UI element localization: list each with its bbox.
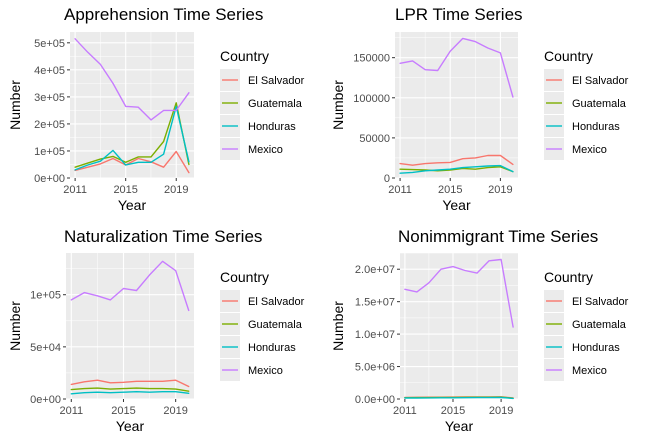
y-tick-label: 150000 xyxy=(353,53,390,65)
chart-title: LPR Time Series xyxy=(395,5,523,24)
legend-label: Honduras xyxy=(248,121,296,133)
x-tick-label: 2019 xyxy=(164,184,188,196)
x-tick-label: 2019 xyxy=(488,184,512,196)
legend-title: Country xyxy=(220,48,269,64)
legend-label: Mexico xyxy=(248,144,283,156)
y-tick-label: 3e+05 xyxy=(34,92,65,104)
panel-background xyxy=(395,32,518,178)
x-axis-title: Year xyxy=(116,418,145,434)
x-tick-label: 2011 xyxy=(388,184,412,196)
x-tick-label: 2019 xyxy=(163,405,187,417)
legend-title: Country xyxy=(544,269,593,285)
legend-label: Guatemala xyxy=(248,98,303,110)
y-tick-label: 1e+05 xyxy=(30,290,61,302)
y-axis-title: Number xyxy=(7,80,23,130)
legend: Country El Salvador Guatemala Honduras Mexic… xyxy=(220,269,305,381)
series-line-el-salvador xyxy=(74,150,190,174)
x-tick-label: 2011 xyxy=(63,184,87,196)
y-tick-label: 50000 xyxy=(359,133,390,145)
chart-panel-4: Nonimmigrant Time Series 0.0e+00 5.0e+06 1.… xyxy=(330,227,629,434)
chart-title: Apprehension Time Series xyxy=(64,5,263,24)
series-line-honduras xyxy=(70,391,190,395)
x-tick-label: 2011 xyxy=(59,405,83,417)
legend-label: El Salvador xyxy=(248,296,305,308)
series-line-honduras xyxy=(404,396,514,400)
legend-label: Honduras xyxy=(248,342,296,354)
x-tick-label: 2015 xyxy=(111,405,135,417)
x-axis-title: Year xyxy=(442,197,471,213)
y-tick-label: 5e+05 xyxy=(34,38,65,50)
legend: Country El Salvador Guatemala Honduras Mexic… xyxy=(544,269,629,381)
series-line-mexico xyxy=(399,37,514,98)
panel-background xyxy=(400,253,518,399)
y-tick-label: 1.0e+07 xyxy=(355,329,395,341)
series-line-mexico xyxy=(70,260,190,312)
y-tick-label: 0 xyxy=(384,173,390,185)
legend: Country El Salvador Guatemala Honduras Mexic… xyxy=(544,48,629,160)
series-line-honduras xyxy=(399,164,514,174)
series-line-mexico xyxy=(404,258,514,328)
legend: Country El Salvador Guatemala Honduras Mexic… xyxy=(220,48,305,160)
series-line-el-salvador xyxy=(399,154,514,166)
legend-label: Guatemala xyxy=(572,319,627,331)
x-tick-label: 2015 xyxy=(441,405,465,417)
legend-label: El Salvador xyxy=(572,296,629,308)
legend-title: Country xyxy=(220,269,269,285)
panel-background xyxy=(66,253,194,399)
chart-title: Nonimmigrant Time Series xyxy=(398,227,598,246)
series-line-guatemala xyxy=(74,102,190,168)
y-axis-title: Number xyxy=(330,80,346,130)
legend-label: Guatemala xyxy=(572,98,627,110)
y-axis-title: Number xyxy=(7,301,23,351)
x-axis-title: Year xyxy=(118,197,147,213)
y-tick-label: 1.5e+07 xyxy=(355,297,395,309)
y-tick-label: 5.0e+06 xyxy=(355,362,395,374)
chart-title: Naturalization Time Series xyxy=(64,227,262,246)
series-line-guatemala xyxy=(70,387,190,392)
x-tick-label: 2011 xyxy=(393,405,417,417)
y-tick-label: 5e+04 xyxy=(30,342,61,354)
y-tick-label: 4e+05 xyxy=(34,65,65,77)
x-tick-label: 2019 xyxy=(489,405,513,417)
legend-label: Honduras xyxy=(572,342,620,354)
legend-label: Guatemala xyxy=(248,319,303,331)
y-tick-label: 2e+05 xyxy=(34,119,65,131)
x-tick-label: 2015 xyxy=(113,184,137,196)
chart-panel-3: Naturalization Time Series 0e+00 5e+04 1e+0… xyxy=(7,227,305,434)
y-tick-label: 0e+00 xyxy=(34,173,65,185)
series-line-mexico xyxy=(74,38,190,121)
y-tick-label: 0e+00 xyxy=(30,394,61,406)
legend-label: El Salvador xyxy=(572,75,629,87)
legend-label: Honduras xyxy=(572,121,620,133)
series-line-el-salvador xyxy=(70,379,190,388)
legend-label: Mexico xyxy=(572,144,607,156)
series-line-guatemala xyxy=(399,166,514,173)
legend-label: Mexico xyxy=(248,365,283,377)
legend-title: Country xyxy=(544,48,593,64)
y-tick-label: 2.0e+07 xyxy=(355,264,395,276)
y-tick-label: 100000 xyxy=(353,93,390,105)
x-tick-label: 2015 xyxy=(438,184,462,196)
y-axis-title: Number xyxy=(330,301,346,351)
legend-label: Mexico xyxy=(572,365,607,377)
x-axis-title: Year xyxy=(445,418,474,434)
series-line-honduras xyxy=(74,105,190,171)
chart-panel-1: Apprehension Time Series 0e+00 1e+05 2e+05 3… xyxy=(7,5,305,213)
legend-label: El Salvador xyxy=(248,75,305,87)
y-tick-label: 1e+05 xyxy=(34,146,65,158)
chart-panel-2: LPR Time Series 0 50000 100000 150000 2011 201… xyxy=(330,5,629,213)
y-tick-label: 0.0e+00 xyxy=(355,394,395,406)
